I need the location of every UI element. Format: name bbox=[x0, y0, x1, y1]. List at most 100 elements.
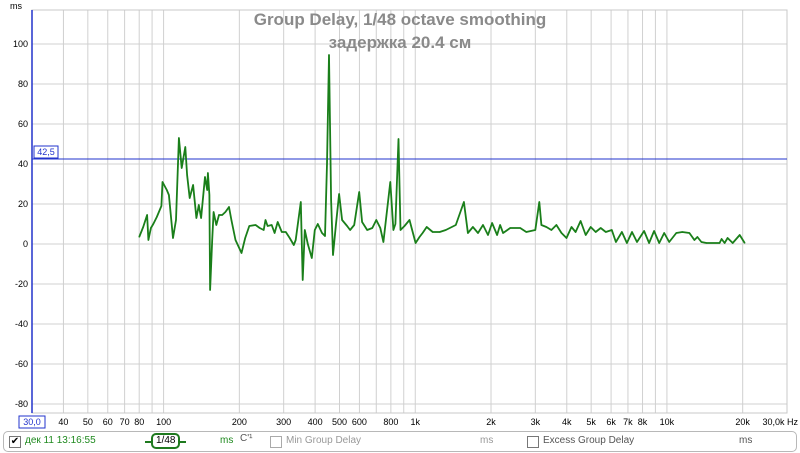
data-point bbox=[648, 242, 650, 244]
data-point bbox=[636, 241, 638, 243]
data-point bbox=[267, 225, 269, 227]
data-point bbox=[349, 229, 351, 231]
x-tick-label: 70 bbox=[120, 417, 130, 427]
group-delay-chart[interactable]: Group Delay, 1/48 octave smoothing задер… bbox=[0, 0, 800, 430]
data-point bbox=[580, 220, 582, 222]
data-point bbox=[739, 234, 741, 236]
x-tick-label: 3k bbox=[531, 417, 541, 427]
data-point bbox=[326, 163, 328, 165]
data-point bbox=[204, 176, 206, 178]
data-point bbox=[605, 231, 607, 233]
data-point bbox=[631, 231, 633, 233]
data-point bbox=[358, 191, 360, 193]
data-point bbox=[545, 226, 547, 228]
data-point bbox=[392, 229, 395, 231]
data-point bbox=[509, 227, 511, 229]
data-point bbox=[414, 242, 417, 244]
data-point bbox=[418, 236, 421, 238]
y-tick-label: -20 bbox=[15, 279, 28, 289]
data-point bbox=[663, 232, 665, 234]
min-group-delay-label[interactable]: Min Group Delay bbox=[286, 435, 362, 446]
y-tick-label: -40 bbox=[15, 319, 28, 329]
data-point bbox=[307, 243, 309, 245]
data-point bbox=[302, 279, 304, 281]
x-cursor-box bbox=[18, 415, 46, 429]
data-point bbox=[732, 242, 734, 244]
data-point bbox=[254, 224, 257, 226]
data-point bbox=[317, 223, 319, 225]
x-tick-label: 7k bbox=[623, 417, 633, 427]
data-point bbox=[540, 224, 542, 226]
data-point bbox=[224, 211, 226, 213]
data-point bbox=[720, 238, 723, 240]
data-point bbox=[626, 242, 628, 244]
excess-group-delay-checkbox[interactable] bbox=[527, 436, 539, 448]
data-point bbox=[147, 239, 149, 241]
marker-line[interactable]: 42,5 bbox=[32, 145, 787, 160]
x-tick-label: 5k bbox=[586, 417, 596, 427]
chart-title: Group Delay, 1/48 octave smoothing bbox=[254, 10, 547, 29]
y-tick-label: 60 bbox=[18, 119, 28, 129]
data-point bbox=[300, 201, 302, 203]
data-point bbox=[668, 241, 670, 243]
x-tick-label: 200 bbox=[232, 417, 247, 427]
data-point bbox=[397, 138, 400, 140]
offset-icon[interactable]: C'¹ bbox=[240, 433, 253, 444]
data-point bbox=[361, 221, 363, 223]
data-point bbox=[421, 232, 424, 234]
measurement-name[interactable]: дек 11 13:16:55 bbox=[25, 435, 96, 446]
data-point bbox=[445, 229, 447, 231]
data-point bbox=[138, 236, 140, 238]
min-group-delay-checkbox[interactable] bbox=[270, 436, 282, 448]
data-point bbox=[209, 289, 211, 291]
data-point bbox=[311, 257, 313, 259]
x-tick-label: 800 bbox=[383, 417, 398, 427]
x-cursor-label: 30,0 bbox=[23, 417, 41, 427]
data-point bbox=[496, 234, 498, 236]
x-tick-label: 8k bbox=[638, 417, 648, 427]
data-point bbox=[724, 242, 726, 244]
data-point bbox=[439, 231, 441, 233]
data-point bbox=[643, 230, 645, 232]
axes bbox=[31, 9, 788, 414]
data-point bbox=[206, 189, 208, 191]
data-point bbox=[161, 181, 164, 183]
x-tick-label: 400 bbox=[308, 417, 323, 427]
data-point bbox=[295, 239, 297, 241]
data-point bbox=[186, 174, 188, 176]
x-tick-label: 1k bbox=[411, 417, 421, 427]
y-tick-label: -60 bbox=[15, 359, 28, 369]
y-tick-label: 40 bbox=[18, 159, 28, 169]
legend-bar: ✔ дек 11 13:16:55 1/48 ms C'¹ Min Group … bbox=[3, 431, 797, 452]
measurement-checkbox[interactable]: ✔ bbox=[9, 436, 21, 448]
y-tick-label: 0 bbox=[23, 239, 28, 249]
y-axis-unit: ms bbox=[10, 1, 22, 11]
x-tick-label: 300 bbox=[276, 417, 291, 427]
data-point bbox=[477, 232, 479, 234]
data-point bbox=[502, 232, 504, 234]
data-point bbox=[281, 231, 283, 233]
data-point bbox=[615, 241, 617, 243]
data-point bbox=[525, 231, 527, 233]
x-tick-label: 500 bbox=[332, 417, 347, 427]
data-point bbox=[228, 206, 230, 208]
data-point bbox=[341, 219, 343, 221]
data-point bbox=[244, 237, 246, 239]
data-point bbox=[335, 224, 337, 226]
data-point bbox=[150, 227, 152, 229]
data-point bbox=[240, 252, 243, 254]
data-point bbox=[408, 219, 411, 221]
data-point bbox=[718, 242, 721, 244]
data-point bbox=[166, 189, 168, 191]
data-point bbox=[538, 201, 540, 203]
data-point bbox=[218, 214, 220, 216]
data-point bbox=[426, 226, 428, 228]
data-point bbox=[248, 225, 250, 227]
excess-group-delay-label[interactable]: Excess Group Delay bbox=[543, 435, 635, 446]
data-point bbox=[160, 205, 162, 207]
marker-label: 42,5 bbox=[37, 147, 55, 157]
data-point bbox=[330, 199, 332, 201]
data-point bbox=[744, 242, 746, 244]
smoothing-badge[interactable]: 1/48 bbox=[144, 433, 188, 449]
